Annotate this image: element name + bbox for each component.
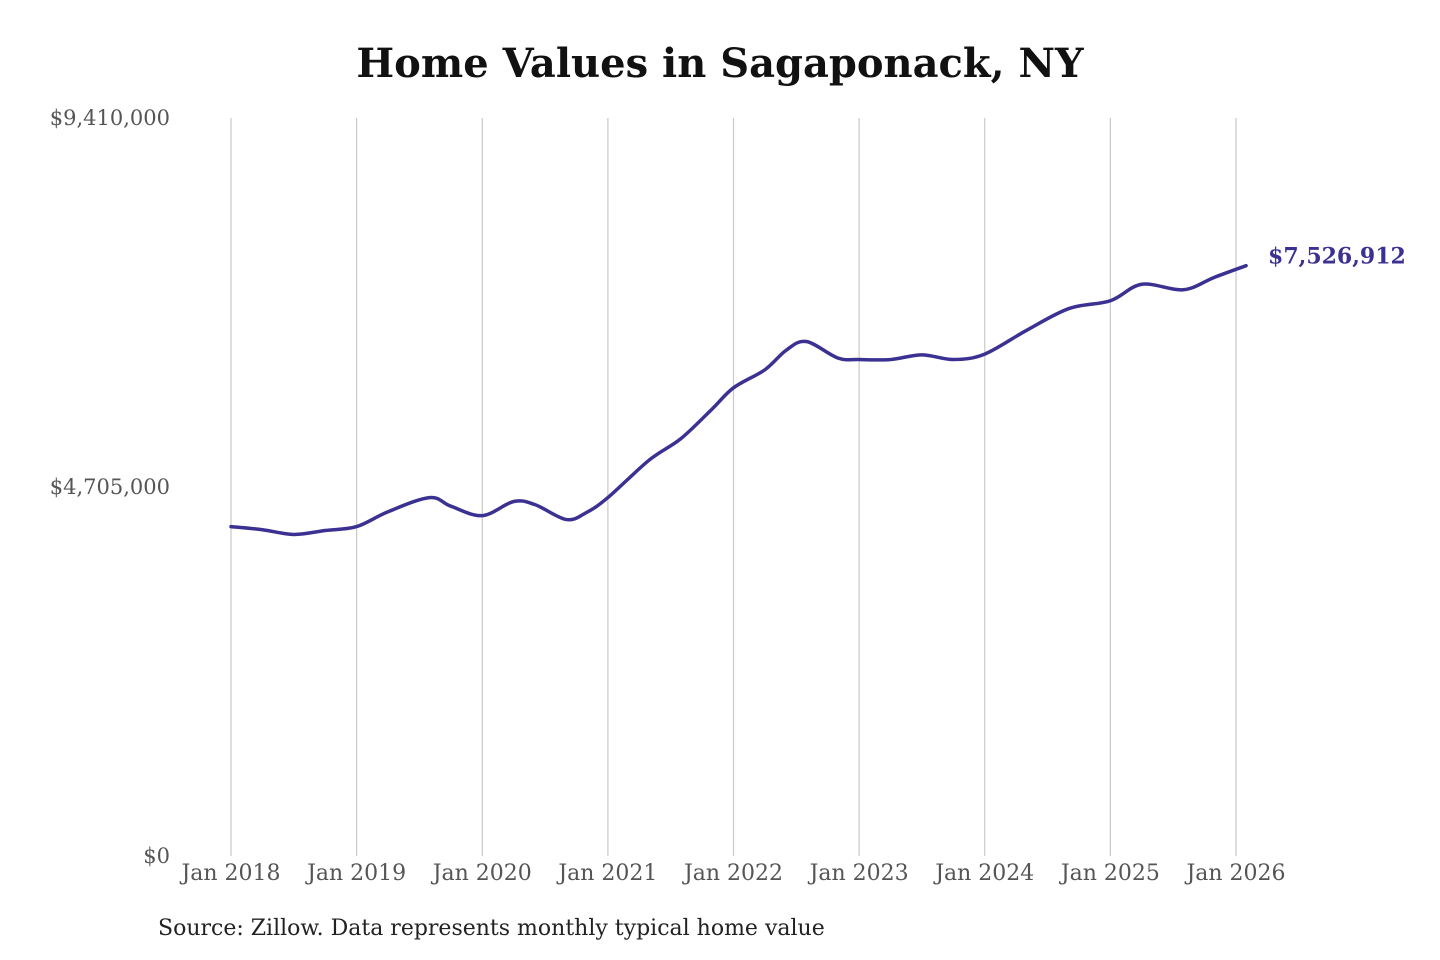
- x-tick-label-7: Jan 2025: [1059, 861, 1160, 886]
- grid-lines: [230, 118, 1237, 856]
- x-tick-label-1: Jan 2019: [305, 861, 406, 886]
- x-axis: Jan 2018 Jan 2019 Jan 2020 Jan 2021 Jan 2022…: [179, 861, 1285, 886]
- series-line-0: [229, 263, 1248, 537]
- x-tick-label-4: Jan 2022: [682, 861, 783, 886]
- y-tick-label-1: $4,705,000: [50, 475, 170, 499]
- y-tick-label-0: $0: [143, 844, 170, 868]
- x-tick-label-3: Jan 2021: [556, 861, 657, 886]
- x-tick-label-5: Jan 2023: [808, 861, 909, 886]
- y-axis: $0 $4,705,000 $9,410,000: [50, 106, 170, 868]
- source-note: Source: Zillow. Data represents monthly …: [158, 916, 825, 941]
- x-tick-label-2: Jan 2020: [431, 861, 532, 886]
- x-tick-label-0: Jan 2018: [179, 861, 280, 886]
- x-tick-label-8: Jan 2026: [1184, 861, 1285, 886]
- chart-title: Home Values in Sagaponack, NY: [356, 40, 1084, 87]
- series: $7,526,912: [229, 244, 1406, 537]
- end-value-label: $7,526,912: [1268, 244, 1406, 270]
- y-tick-label-2: $9,410,000: [50, 106, 170, 130]
- x-tick-label-6: Jan 2024: [933, 861, 1034, 886]
